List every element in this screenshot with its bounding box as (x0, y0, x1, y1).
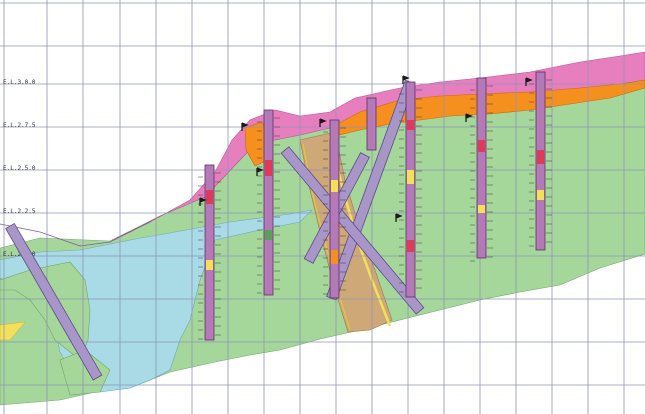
elevation-label: E.L.2.2.5 (3, 208, 36, 215)
log-segment (537, 150, 544, 164)
yellow-patch-left (0, 321, 26, 341)
log-segment (407, 240, 414, 252)
vertical-borehole (329, 119, 340, 299)
log-segment (478, 140, 485, 152)
borehole-flag-icon (241, 122, 249, 131)
borehole-flag-icon (395, 213, 403, 222)
log-segment (206, 260, 213, 270)
log-segment (407, 170, 414, 184)
log-segment (265, 160, 272, 176)
borehole-flag-icon (256, 167, 264, 176)
elevation-label: E.L.2.7.5 (3, 122, 36, 129)
inclined-borehole (5, 222, 103, 381)
contact-line (0, 221, 151, 247)
borehole-flag-icon (199, 197, 207, 206)
boreholes (5, 71, 546, 381)
borehole-flag-icon (525, 77, 533, 86)
vertical-borehole (476, 77, 487, 259)
borehole-flag-icon (319, 118, 327, 127)
elevation-label: E.L.2.5.0 (3, 165, 36, 172)
log-segment (537, 190, 544, 200)
elevation-label: E.L.2.0.0 (3, 251, 36, 258)
borehole-flag-icon (402, 75, 410, 84)
elevation-label: E.L.3.0.0 (3, 79, 36, 86)
vertical-borehole (366, 97, 377, 151)
borehole-log-ticks (198, 79, 552, 340)
borehole-flag-icon (465, 113, 473, 122)
log-segment (331, 250, 338, 264)
inclined-borehole (280, 146, 425, 315)
vertical-borehole (204, 164, 215, 341)
borehole-markers (199, 75, 533, 222)
log-segment (331, 180, 338, 192)
log-segment (206, 190, 213, 204)
vertical-borehole (263, 109, 274, 296)
log-segment (407, 120, 414, 130)
borehole-log-segments (206, 120, 544, 270)
log-segment (478, 205, 485, 213)
vertical-borehole (405, 81, 416, 298)
log-segment (265, 230, 272, 240)
elevation-labels: E.L.3.0.0 E.L.2.7.5 E.L.2.5.0 E.L.2.2.5 … (3, 79, 36, 258)
